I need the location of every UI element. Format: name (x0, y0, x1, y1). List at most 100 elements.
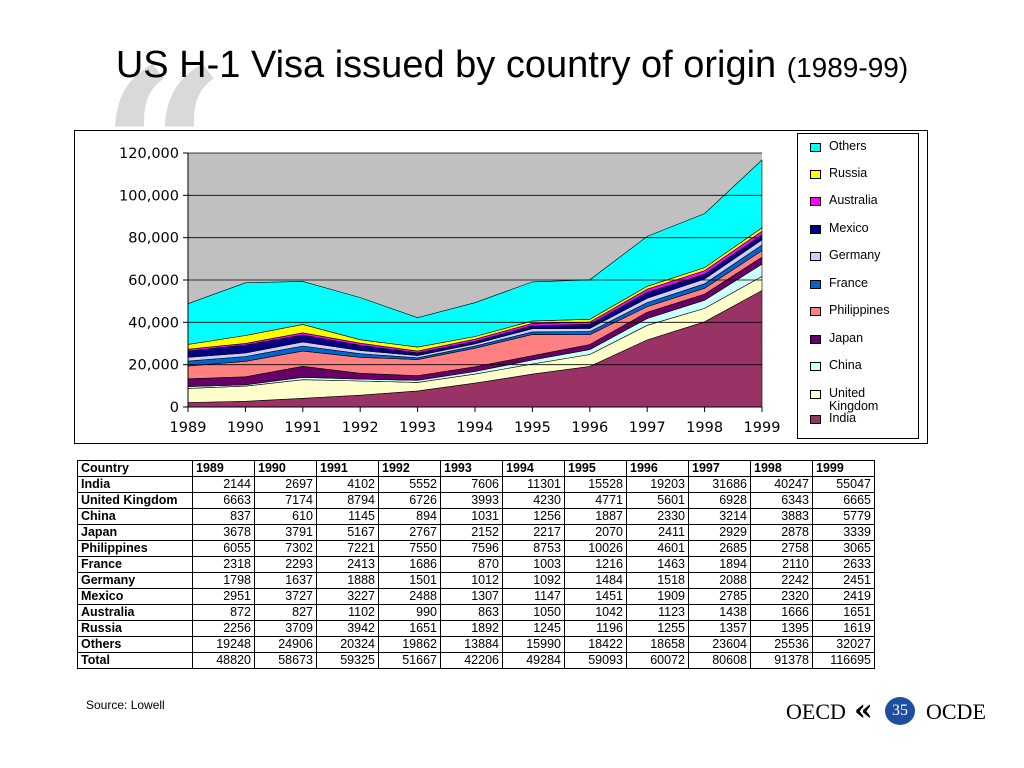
table-cell-value: 1012 (440, 572, 503, 589)
table-cell-value: 2256 (192, 620, 255, 637)
table-cell-value: 872 (192, 604, 255, 621)
table-cell-value: 13884 (440, 636, 503, 653)
table-cell-value: 3678 (192, 524, 255, 541)
legend-label: Mexico (829, 221, 869, 235)
table-cell-value: 2685 (688, 540, 751, 557)
y-tick-label: 120,000 (119, 146, 179, 162)
table-cell-value: 2330 (626, 508, 689, 525)
table-cell-value: 2242 (750, 572, 813, 589)
title-subtitle: (1989-99) (786, 52, 909, 83)
table-cell-country: Total (77, 652, 193, 669)
table-cell-value: 990 (378, 604, 441, 621)
table-row: Philippines 6055 7302 7221 7550 7596 8753 10026… (77, 540, 875, 557)
legend-swatch (810, 362, 821, 371)
table-cell-value: 1637 (254, 572, 317, 589)
table-cell-value: 24906 (254, 636, 317, 653)
table-row: Russia 2256 3709 3942 1651 1892 1245 1196 1255 13… (77, 620, 875, 637)
table-cell-value: 4601 (626, 540, 689, 557)
table-cell-country: Others (77, 636, 193, 653)
table-cell-value: 2110 (750, 556, 813, 573)
legend-item-mexico: Mexico (810, 222, 909, 235)
table-cell-value: 1909 (626, 588, 689, 605)
table-cell-value: 18422 (564, 636, 627, 653)
table-cell-value: 4230 (502, 492, 565, 509)
table-cell-value: 1892 (440, 620, 503, 637)
table-cell-value: 1501 (378, 572, 441, 589)
legend-item-united-kingdom: United Kingdom (810, 387, 909, 413)
table-cell-value: 2144 (192, 476, 255, 493)
table-header-year: 1989 (192, 460, 255, 477)
table-cell-value: 2217 (502, 524, 565, 541)
table-row: Mexico 2951 3727 3227 2488 1307 1147 1451 1909 27… (77, 588, 875, 605)
y-tick-label: 40,000 (128, 315, 179, 331)
x-tick-label: 1991 (284, 420, 321, 436)
table-cell-value: 2785 (688, 588, 751, 605)
legend-swatch (810, 143, 821, 152)
legend-item-china: China (810, 359, 909, 372)
table-cell-value: 7174 (254, 492, 317, 509)
table-cell-value: 894 (378, 508, 441, 525)
table-cell-value: 19203 (626, 476, 689, 493)
table-cell-value: 1451 (564, 588, 627, 605)
table-header-year: 1999 (812, 460, 875, 477)
legend-label: Russia (829, 166, 868, 180)
table-cell-value: 1395 (750, 620, 813, 637)
table-cell-country: Philippines (77, 540, 193, 557)
table-cell-value: 80608 (688, 652, 751, 669)
table-cell-value: 1894 (688, 556, 751, 573)
table-cell-country: United Kingdom (77, 492, 193, 509)
table-cell-country: Russia (77, 620, 193, 637)
legend-swatch (810, 225, 821, 234)
legend-item-india: India (810, 412, 909, 425)
table-cell-value: 1050 (502, 604, 565, 621)
table-cell-value: 3727 (254, 588, 317, 605)
table-cell-value: 1196 (564, 620, 627, 637)
y-tick-label: 100,000 (119, 188, 179, 204)
table-cell-value: 25536 (750, 636, 813, 653)
legend-item-philippines: Philippines (810, 304, 909, 317)
legend-item-germany: Germany (810, 249, 909, 262)
table-cell-value: 40247 (750, 476, 813, 493)
table-cell-country: Mexico (77, 588, 193, 605)
table-cell-value: 1438 (688, 604, 751, 621)
area-series-others (187, 159, 763, 348)
table-cell-value: 837 (192, 508, 255, 525)
table-cell-value: 6928 (688, 492, 751, 509)
table-cell-value: 1245 (502, 620, 565, 637)
table-cell-value: 1145 (316, 508, 379, 525)
table-cell-value: 5779 (812, 508, 875, 525)
ocde-logo-text: OCDE (926, 699, 986, 724)
table-cell-value: 60072 (626, 652, 689, 669)
slide-title: US H-1 Visa issued by country of origin … (0, 44, 1024, 87)
table-cell-value: 1651 (812, 604, 875, 621)
table-cell-value: 1651 (378, 620, 441, 637)
table-row: Germany 1798 1637 1888 1501 1012 1092 1484 1518 2… (77, 572, 875, 589)
table-cell-value: 3065 (812, 540, 875, 557)
table-cell-value: 7606 (440, 476, 503, 493)
table-cell-value: 8794 (316, 492, 379, 509)
table-cell-value: 2633 (812, 556, 875, 573)
table-cell-value: 1666 (750, 604, 813, 621)
table-cell-value: 2070 (564, 524, 627, 541)
table-header-year: 1994 (502, 460, 565, 477)
legend-label: Japan (829, 331, 864, 345)
legend-item-france: France (810, 277, 909, 290)
table-cell-value: 51667 (378, 652, 441, 669)
y-tick-label: 20,000 (128, 358, 179, 374)
table-cell-value: 1357 (688, 620, 751, 637)
table-cell-value: 42206 (440, 652, 503, 669)
table-cell-value: 1123 (626, 604, 689, 621)
table-cell-value: 6726 (378, 492, 441, 509)
table-cell-value: 1798 (192, 572, 255, 589)
table-row: France 2318 2293 2413 1686 870 1003 1216 1463 189… (77, 556, 875, 573)
table-cell-value: 1031 (440, 508, 503, 525)
x-tick-label: 1998 (686, 420, 723, 436)
table-cell-country: France (77, 556, 193, 573)
x-tick-label: 1995 (514, 420, 551, 436)
legend-label: Others (829, 139, 867, 153)
y-tick-label: 0 (170, 400, 179, 416)
table-cell-value: 1092 (502, 572, 565, 589)
table-header-year: 1997 (688, 460, 751, 477)
table-cell-value: 3942 (316, 620, 379, 637)
legend-swatch (810, 252, 821, 261)
